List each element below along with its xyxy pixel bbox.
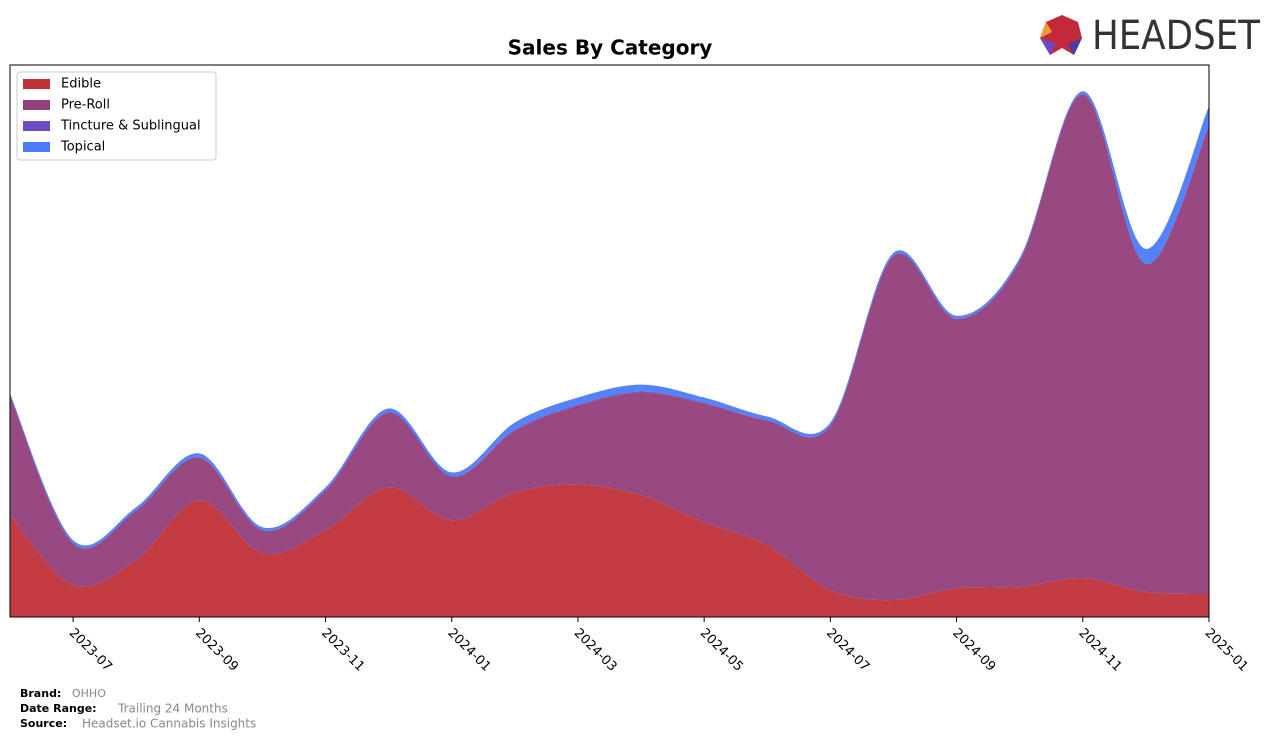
legend-box <box>16 71 217 161</box>
x-tick-label: 2023-09 <box>192 626 241 675</box>
x-tick-label: 2023-11 <box>318 626 367 675</box>
logo-mark <box>1040 38 1056 55</box>
footer-value: OHHO <box>72 687 106 700</box>
legend: Edible Pre-Roll Tincture & Sublingual Topic… <box>16 71 217 161</box>
x-tick-label: 2023-07 <box>66 626 115 675</box>
logo-mark <box>1068 38 1082 55</box>
legend-label: Tincture & Sublingual <box>60 119 201 134</box>
chart-title: Sales By Category <box>508 36 713 60</box>
footer-value: Headset.io Cannabis Insights <box>82 717 256 731</box>
logo-mark <box>1040 22 1052 38</box>
legend-swatch <box>23 121 50 131</box>
legend-swatch <box>23 142 50 152</box>
legend-swatch <box>23 100 50 110</box>
legend-label: Topical <box>60 140 105 155</box>
legend-label: Pre-Roll <box>61 98 110 113</box>
x-tick-label: 2024-09 <box>949 626 998 675</box>
logo-text: HEADSET <box>1092 13 1260 59</box>
area <box>10 484 1209 617</box>
x-tick-label: 2024-03 <box>571 626 620 675</box>
plot-frame <box>9 64 1210 618</box>
logo: HEADSET <box>1040 13 1260 59</box>
footer-label: Date Range: <box>20 702 97 715</box>
area <box>10 94 1209 601</box>
footer-label: Source: <box>20 717 67 730</box>
plot <box>10 91 1209 617</box>
x-tick-label: 2024-07 <box>823 626 872 675</box>
x-tick-label: 2024-11 <box>1075 626 1124 675</box>
x-tick-label: 2024-01 <box>444 626 493 675</box>
legend-label: Edible <box>61 77 101 92</box>
footer-label: Brand: <box>20 687 61 700</box>
footer-value: Trailing 24 Months <box>117 702 228 716</box>
x-tick-label: 2025-01 <box>1202 626 1251 675</box>
legend-swatch <box>23 79 50 89</box>
footer: Brand: OHHO Date Range: Trailing 24 Mont… <box>20 687 256 731</box>
x-tick-label: 2024-05 <box>697 626 746 675</box>
